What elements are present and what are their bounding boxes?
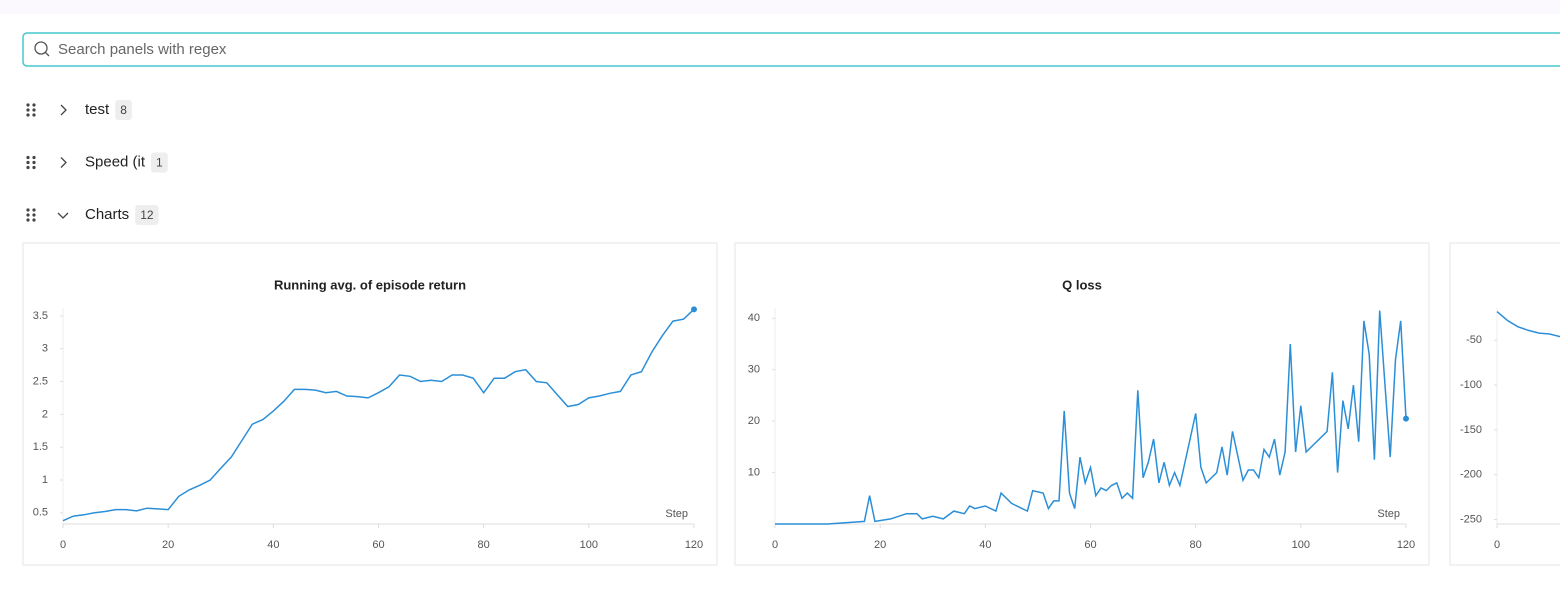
x-tick-label: 0 bbox=[60, 539, 66, 551]
drag-handle-dot bbox=[32, 155, 36, 160]
section-name: Speed (it bbox=[85, 153, 146, 170]
drag-handle-dot bbox=[32, 113, 36, 117]
x-tick-label: 40 bbox=[267, 539, 279, 551]
drag-handle-dot bbox=[32, 160, 36, 165]
y-tick-label: 3 bbox=[42, 343, 48, 355]
top-bar bbox=[0, 0, 1560, 14]
drag-handle-dot bbox=[26, 103, 30, 107]
y-tick-label: 30 bbox=[748, 364, 760, 376]
search-placeholder: Search panels with regex bbox=[58, 41, 227, 58]
x-tick-label: 60 bbox=[372, 539, 384, 551]
y-tick-label: 1 bbox=[42, 474, 48, 486]
y-tick-label: 3.5 bbox=[33, 310, 48, 322]
panel[interactable] bbox=[1449, 242, 1560, 566]
y-tick-label: -50 bbox=[1466, 334, 1482, 346]
section-count: 12 bbox=[140, 208, 154, 222]
y-tick-label: -250 bbox=[1460, 513, 1482, 525]
drag-handle-dot bbox=[26, 218, 30, 222]
x-tick-label: 120 bbox=[685, 539, 703, 551]
section-header[interactable]: Speed (it 1 bbox=[26, 152, 168, 173]
search-box[interactable] bbox=[22, 32, 1560, 67]
panel[interactable] bbox=[734, 242, 1430, 566]
section-name: test bbox=[85, 101, 110, 118]
drag-handle-dot bbox=[32, 208, 36, 212]
x-tick-label: 20 bbox=[874, 539, 886, 551]
drag-handle-dot bbox=[26, 108, 30, 112]
x-tick-label: 40 bbox=[979, 539, 991, 551]
x-tick-label: 100 bbox=[1292, 539, 1310, 551]
y-tick-label: 2 bbox=[42, 408, 48, 420]
y-tick-label: -200 bbox=[1460, 469, 1482, 481]
search-icon-handle bbox=[44, 51, 50, 57]
drag-handle-dot bbox=[32, 108, 36, 112]
section-count: 8 bbox=[120, 103, 127, 117]
section-header[interactable]: Charts 12 bbox=[26, 205, 159, 225]
x-tick-label: 80 bbox=[1190, 539, 1202, 551]
line-series bbox=[1496, 311, 1560, 338]
chevron bbox=[57, 212, 69, 219]
line-series bbox=[62, 308, 695, 522]
y-tick-label: 2.5 bbox=[33, 375, 48, 387]
x-axis-label: Step bbox=[665, 508, 688, 520]
y-tick-label: 10 bbox=[748, 466, 760, 478]
x-tick-label: 120 bbox=[1397, 539, 1415, 551]
x-tick-label: 20 bbox=[162, 539, 174, 551]
x-axis-label: Step bbox=[1377, 508, 1400, 520]
drag-handle-dot bbox=[26, 155, 30, 160]
search-icon bbox=[34, 41, 48, 55]
panel[interactable] bbox=[22, 242, 718, 566]
x-tick-label: 0 bbox=[1494, 539, 1500, 551]
drag-handle-dot bbox=[26, 113, 30, 117]
y-tick-label: 40 bbox=[748, 312, 760, 324]
panel-title: Q loss bbox=[1062, 277, 1102, 292]
count-badge bbox=[151, 152, 168, 173]
chevron bbox=[60, 157, 67, 168]
drag-handle-dot bbox=[32, 165, 36, 170]
x-tick-label: 0 bbox=[772, 539, 778, 551]
x-tick-label: 80 bbox=[478, 539, 490, 551]
drag-handle-dot bbox=[32, 218, 36, 222]
end-point bbox=[1403, 415, 1409, 422]
drag-handle-dot bbox=[26, 160, 30, 165]
x-tick-label: 60 bbox=[1084, 539, 1096, 551]
drag-handle-dot bbox=[26, 208, 30, 212]
line-series bbox=[775, 310, 1407, 525]
drag-handle-dot bbox=[26, 213, 30, 217]
y-tick-label: -100 bbox=[1460, 379, 1482, 391]
drag-handle-dot bbox=[32, 103, 36, 107]
y-tick-label: -150 bbox=[1460, 424, 1482, 436]
section-count: 1 bbox=[156, 156, 163, 170]
y-tick-label: 20 bbox=[748, 415, 760, 427]
count-badge bbox=[135, 205, 159, 225]
y-tick-label: 0.5 bbox=[33, 507, 48, 519]
drag-handle-dot bbox=[26, 165, 30, 170]
end-point bbox=[691, 306, 697, 313]
section-header[interactable]: test 8 bbox=[26, 100, 132, 120]
panel-title: Running avg. of episode return bbox=[274, 277, 466, 292]
drag-handle-dot bbox=[32, 213, 36, 217]
x-tick-label: 100 bbox=[580, 539, 598, 551]
chevron bbox=[60, 104, 67, 116]
count-badge bbox=[115, 100, 132, 120]
section-name: Charts bbox=[85, 206, 129, 223]
y-tick-label: 1.5 bbox=[33, 441, 48, 453]
